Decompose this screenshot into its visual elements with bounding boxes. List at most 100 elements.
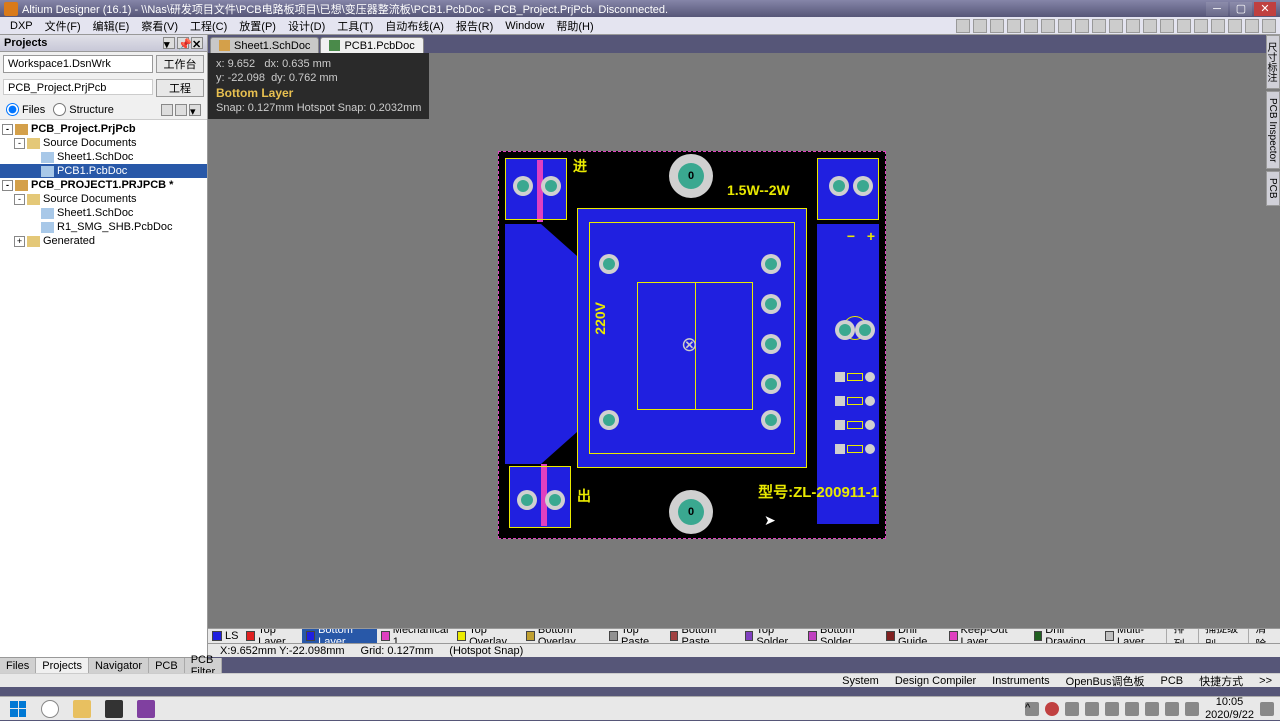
- project-button[interactable]: 工程: [156, 79, 204, 97]
- start-button[interactable]: [2, 697, 34, 721]
- status-tab[interactable]: Design Compiler: [891, 675, 980, 687]
- files-radio[interactable]: Files: [6, 103, 45, 116]
- document-tab[interactable]: PCB1.PcbDoc: [320, 37, 423, 53]
- expand-icon[interactable]: +: [14, 236, 25, 247]
- tray-icon[interactable]: [1045, 702, 1059, 716]
- tool-icon[interactable]: [1041, 19, 1055, 33]
- menu-place[interactable]: 放置(P): [233, 18, 282, 34]
- status-more-button[interactable]: >>: [1255, 675, 1276, 687]
- taskbar-explorer[interactable]: [66, 697, 98, 721]
- left-tab[interactable]: Projects: [36, 658, 89, 673]
- layer-tab[interactable]: LS: [208, 630, 242, 642]
- left-tab[interactable]: PCB Filter: [185, 658, 222, 673]
- left-tab[interactable]: Navigator: [89, 658, 149, 673]
- tree-node[interactable]: +Generated: [0, 234, 207, 248]
- taskbar-search[interactable]: [34, 697, 66, 721]
- tool-icon[interactable]: [1109, 19, 1123, 33]
- tool-icon[interactable]: [1160, 19, 1174, 33]
- tray-icon[interactable]: [1145, 702, 1159, 716]
- tray-icon[interactable]: ^: [1025, 702, 1039, 716]
- tool-icon[interactable]: [1007, 19, 1021, 33]
- panel-close-button[interactable]: ✕: [191, 37, 203, 49]
- tray-icon[interactable]: [1085, 702, 1099, 716]
- tree-node[interactable]: -Source Documents: [0, 192, 207, 206]
- menu-view[interactable]: 察看(V): [135, 18, 184, 34]
- layer-tab[interactable]: Top Layer: [242, 628, 302, 643]
- menu-tools[interactable]: 工具(T): [331, 18, 379, 34]
- layer-tab[interactable]: Bottom Layer: [302, 628, 376, 643]
- menu-help[interactable]: 帮助(H): [550, 18, 599, 34]
- status-tab[interactable]: PCB: [1157, 675, 1188, 687]
- layer-tab[interactable]: Top Paste: [605, 628, 665, 643]
- layer-tab[interactable]: Top Overlay: [453, 628, 522, 643]
- menu-reports[interactable]: 报告(R): [450, 18, 499, 34]
- layer-tab[interactable]: Drill Drawing: [1030, 628, 1102, 643]
- pcb-canvas[interactable]: x: 9.652 dx: 0.635 mm y: -22.098 dy: 0.7…: [208, 53, 1280, 628]
- layer-tab[interactable]: Bottom Solder: [804, 628, 882, 643]
- tool-icon[interactable]: [1228, 19, 1242, 33]
- tool-icon[interactable]: [1262, 19, 1276, 33]
- tray-volume-icon[interactable]: [1185, 702, 1199, 716]
- tool-icon[interactable]: [990, 19, 1004, 33]
- pcb-board[interactable]: 0 0: [498, 151, 886, 539]
- layer-tab[interactable]: Top Solder: [741, 628, 805, 643]
- right-tab[interactable]: 尺寸标注: [1266, 35, 1280, 89]
- layer-tab[interactable]: Drill Guide: [882, 628, 945, 643]
- expand-icon[interactable]: -: [2, 180, 13, 191]
- expand-icon[interactable]: -: [14, 138, 25, 149]
- tool-icon[interactable]: [973, 19, 987, 33]
- layer-tab[interactable]: Mechanical 1: [377, 628, 454, 643]
- tree-button[interactable]: [161, 104, 173, 116]
- tool-icon[interactable]: [1194, 19, 1208, 33]
- tool-icon[interactable]: [1058, 19, 1072, 33]
- expand-icon[interactable]: -: [2, 124, 13, 135]
- tree-node[interactable]: -PCB_Project.PrjPcb: [0, 122, 207, 136]
- layer-bar-button[interactable]: 排列: [1166, 628, 1198, 643]
- status-tab[interactable]: Instruments: [988, 675, 1053, 687]
- layer-tab[interactable]: Multi-Layer: [1101, 628, 1166, 643]
- layer-tab[interactable]: Bottom Paste: [666, 628, 741, 643]
- tool-icon[interactable]: [1143, 19, 1157, 33]
- panel-pin-button[interactable]: 📌: [177, 37, 189, 49]
- tray-icon[interactable]: [1065, 702, 1079, 716]
- tool-icon[interactable]: [956, 19, 970, 33]
- tray-icon[interactable]: [1125, 702, 1139, 716]
- left-tab[interactable]: PCB: [149, 658, 185, 673]
- tray-notifications-icon[interactable]: [1260, 702, 1274, 716]
- tool-icon[interactable]: [1245, 19, 1259, 33]
- tree-node[interactable]: -Source Documents: [0, 136, 207, 150]
- menu-autoroute[interactable]: 自动布线(A): [379, 18, 450, 34]
- taskbar-altium[interactable]: [98, 697, 130, 721]
- menu-project[interactable]: 工程(C): [184, 18, 233, 34]
- status-tab[interactable]: 快捷方式: [1195, 673, 1247, 689]
- workspace-select[interactable]: Workspace1.DsnWrk: [3, 55, 153, 73]
- menu-window[interactable]: Window: [499, 20, 550, 32]
- close-button[interactable]: ✕: [1254, 2, 1276, 16]
- layer-tab[interactable]: Keep-Out Layer: [945, 628, 1030, 643]
- tree-node[interactable]: PCB1.PcbDoc: [0, 164, 207, 178]
- status-tab[interactable]: OpenBus调色板: [1062, 673, 1149, 689]
- taskbar-app[interactable]: [130, 697, 162, 721]
- document-tab[interactable]: Sheet1.SchDoc: [210, 37, 319, 53]
- tree-node[interactable]: -PCB_PROJECT1.PRJPCB *: [0, 178, 207, 192]
- tool-icon[interactable]: [1177, 19, 1191, 33]
- menu-dxp[interactable]: DXP: [4, 20, 39, 32]
- tray-icon[interactable]: [1105, 702, 1119, 716]
- tool-icon[interactable]: [1075, 19, 1089, 33]
- panel-dropdown-button[interactable]: ▾: [163, 37, 175, 49]
- tool-icon[interactable]: [1126, 19, 1140, 33]
- layer-bar-button[interactable]: 捕捉级别: [1198, 628, 1248, 643]
- tool-icon[interactable]: [1024, 19, 1038, 33]
- tree-node[interactable]: R1_SMG_SHB.PcbDoc: [0, 220, 207, 234]
- tree-button[interactable]: ▾: [189, 104, 201, 116]
- layer-tab[interactable]: Bottom Overlay: [522, 628, 605, 643]
- menu-file[interactable]: 文件(F): [39, 18, 87, 34]
- tool-icon[interactable]: [1092, 19, 1106, 33]
- project-name-field[interactable]: PCB_Project.PrjPcb: [3, 79, 153, 95]
- tray-network-icon[interactable]: [1165, 702, 1179, 716]
- expand-icon[interactable]: -: [14, 194, 25, 205]
- minimize-button[interactable]: ─: [1206, 2, 1228, 16]
- structure-radio[interactable]: Structure: [53, 103, 114, 116]
- tree-node[interactable]: Sheet1.SchDoc: [0, 206, 207, 220]
- right-tab[interactable]: PCB: [1266, 171, 1280, 206]
